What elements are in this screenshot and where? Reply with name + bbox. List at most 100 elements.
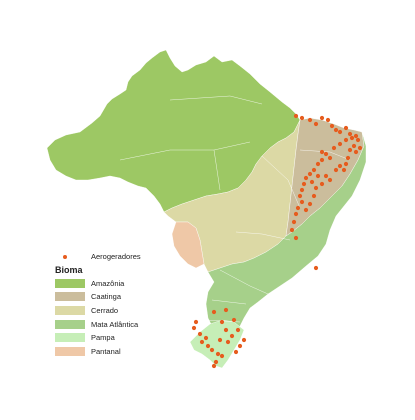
- aerogerador-point: [325, 117, 331, 123]
- aerogerador-point: [299, 199, 305, 205]
- aerogerador-point: [341, 167, 347, 173]
- aerogerador-point: [293, 113, 299, 119]
- aerogerador-point: [337, 129, 343, 135]
- aerogerador-point: [337, 141, 343, 147]
- legend-points-row: Aerogeradores: [55, 250, 141, 264]
- aerogerador-point: [315, 173, 321, 179]
- aerogerador-point: [353, 133, 359, 139]
- aerogerador-point: [309, 179, 315, 185]
- legend-swatch-caatinga: [55, 292, 85, 302]
- legend: Aerogeradores Bioma Amazônia Caatinga Cerr…: [55, 250, 141, 358]
- legend-item-pantanal: Pantanal: [55, 345, 141, 359]
- aerogerador-point: [323, 151, 329, 157]
- legend-label-mata: Mata Atlântica: [91, 319, 139, 329]
- aerogerador-point: [199, 339, 205, 345]
- legend-swatch-cerrado: [55, 306, 85, 316]
- legend-label-pantanal: Pantanal: [91, 346, 121, 356]
- aerogerador-point: [229, 333, 235, 339]
- aerogerador-point: [215, 351, 221, 357]
- aerogerador-point: [293, 235, 299, 241]
- aerogerador-point: [193, 319, 199, 325]
- aerogerador-point: [191, 325, 197, 331]
- aerogerador-point: [211, 363, 217, 369]
- aerogerador-point: [311, 193, 317, 199]
- point-marker-icon: [55, 252, 85, 261]
- aerogerador-point: [333, 127, 339, 133]
- aerogerador-point: [241, 337, 247, 343]
- aerogerador-point: [353, 149, 359, 155]
- aerogerador-point: [319, 149, 325, 155]
- aerogerador-point: [331, 145, 337, 151]
- biome-pantanal: [171, 221, 205, 269]
- aerogerador-point: [289, 227, 295, 233]
- aerogerador-point: [347, 147, 353, 153]
- aerogerador-point: [347, 131, 353, 137]
- aerogerador-point: [209, 347, 215, 353]
- aerogerador-point: [301, 181, 307, 187]
- legend-item-amazonia: Amazônia: [55, 277, 141, 291]
- aerogerador-point: [319, 115, 325, 121]
- aerogerador-point: [343, 137, 349, 143]
- aerogerador-point: [231, 317, 237, 323]
- aerogerador-point: [329, 123, 335, 129]
- aerogerador-point: [313, 265, 319, 271]
- aerogerador-point: [295, 205, 301, 211]
- biome-amazonia: [46, 49, 301, 213]
- aerogerador-point: [293, 211, 299, 217]
- aerogerador-point: [351, 143, 357, 149]
- aerogerador-point: [315, 161, 321, 167]
- aerogerador-point: [197, 331, 203, 337]
- aerogerador-point: [219, 353, 225, 359]
- legend-item-caatinga: Caatinga: [55, 290, 141, 304]
- legend-label-amazonia: Amazônia: [91, 278, 125, 288]
- aerogerador-point: [233, 349, 239, 355]
- aerogerador-point: [299, 115, 305, 121]
- aerogeradores-points: [191, 113, 363, 369]
- aerogerador-point: [223, 327, 229, 333]
- legend-points-label: Aerogeradores: [91, 252, 141, 262]
- aerogerador-point: [327, 177, 333, 183]
- aerogerador-point: [323, 173, 329, 179]
- aerogerador-point: [203, 335, 209, 341]
- legend-label-pampa: Pampa: [91, 333, 115, 343]
- legend-item-mata: Mata Atlântica: [55, 317, 141, 331]
- aerogerador-point: [311, 167, 317, 173]
- aerogerador-point: [343, 161, 349, 167]
- aerogerador-point: [319, 157, 325, 163]
- aerogerador-point: [303, 175, 309, 181]
- aerogerador-point: [217, 337, 223, 343]
- aerogerador-point: [313, 121, 319, 127]
- aerogerador-point: [235, 327, 241, 333]
- aerogerador-point: [349, 135, 355, 141]
- aerogerador-point: [303, 207, 309, 213]
- legend-label-caatinga: Caatinga: [91, 292, 122, 302]
- aerogerador-point: [237, 343, 243, 349]
- aerogerador-point: [313, 185, 319, 191]
- legend-swatch-mata: [55, 319, 85, 329]
- aerogerador-point: [337, 163, 343, 169]
- aerogerador-point: [213, 359, 219, 365]
- aerogerador-point: [355, 137, 361, 143]
- aerogerador-point: [307, 171, 313, 177]
- aerogerador-point: [219, 319, 225, 325]
- aerogerador-point: [225, 339, 231, 345]
- biome-pampa: [189, 319, 245, 369]
- aerogerador-point: [343, 125, 349, 131]
- legend-swatch-pantanal: [55, 346, 85, 356]
- aerogerador-point: [211, 309, 217, 315]
- aerogerador-point: [297, 193, 303, 199]
- aerogerador-point: [299, 187, 305, 193]
- aerogerador-point: [291, 219, 297, 225]
- aerogerador-point: [345, 155, 351, 161]
- aerogerador-point: [223, 307, 229, 313]
- legend-item-cerrado: Cerrado: [55, 304, 141, 318]
- aerogerador-point: [333, 167, 339, 173]
- legend-title: Bioma: [55, 264, 83, 275]
- aerogerador-point: [307, 201, 313, 207]
- legend-swatch-pampa: [55, 333, 85, 343]
- legend-item-pampa: Pampa: [55, 331, 141, 345]
- aerogerador-point: [319, 181, 325, 187]
- legend-swatch-amazonia: [55, 278, 85, 288]
- aerogerador-point: [357, 145, 363, 151]
